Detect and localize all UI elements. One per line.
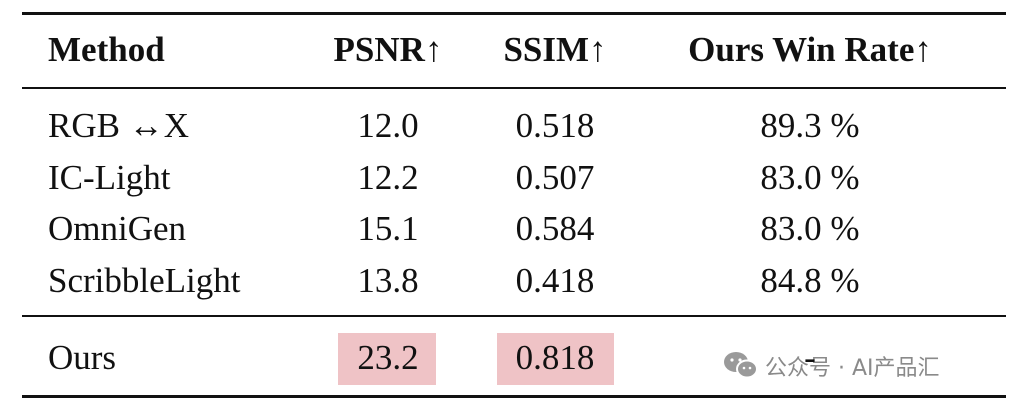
table-cell: 23.2 — [357, 338, 419, 377]
table-cell: Ours — [48, 338, 117, 377]
table-cell: RGB ↔X — [48, 106, 189, 145]
table-cell: 0.418 — [515, 260, 595, 300]
table-cell: 0.584 — [515, 209, 595, 248]
header-rule — [22, 87, 1006, 89]
table-cell: 0.507 — [515, 157, 595, 197]
header-cell: Method — [48, 30, 165, 69]
table-cell: - — [804, 338, 816, 377]
table-cell: ScribbleLight — [48, 260, 241, 300]
mid-rule — [22, 315, 1006, 317]
header-cell: SSIM↑ — [503, 30, 607, 69]
table-cell: IC-Light — [48, 157, 171, 197]
header-cell: PSNR↑ — [333, 30, 443, 69]
top-rule — [22, 12, 1006, 15]
table-cell: 84.8 % — [760, 260, 860, 300]
table-cell: 12.0 — [357, 106, 419, 145]
highlight — [338, 333, 436, 385]
table-cell: OmniGen — [48, 209, 187, 248]
table-cell: 13.8 — [357, 260, 419, 300]
header-cell: Ours Win Rate↑ — [688, 30, 932, 69]
highlight — [497, 333, 614, 385]
table-cell: 0.818 — [515, 338, 595, 377]
table-cell: 12.2 — [357, 157, 419, 197]
table-cell: 15.1 — [357, 209, 419, 248]
table-cell: 83.0 % — [760, 209, 860, 248]
table-cell: 0.518 — [515, 106, 595, 145]
table-cell: 83.0 % — [760, 157, 860, 197]
bottom-rule — [22, 395, 1006, 398]
wechat-icon — [724, 352, 758, 379]
watermark: 公众号 · AI产品汇 — [765, 356, 940, 381]
table-cell: 89.3 % — [760, 106, 860, 145]
